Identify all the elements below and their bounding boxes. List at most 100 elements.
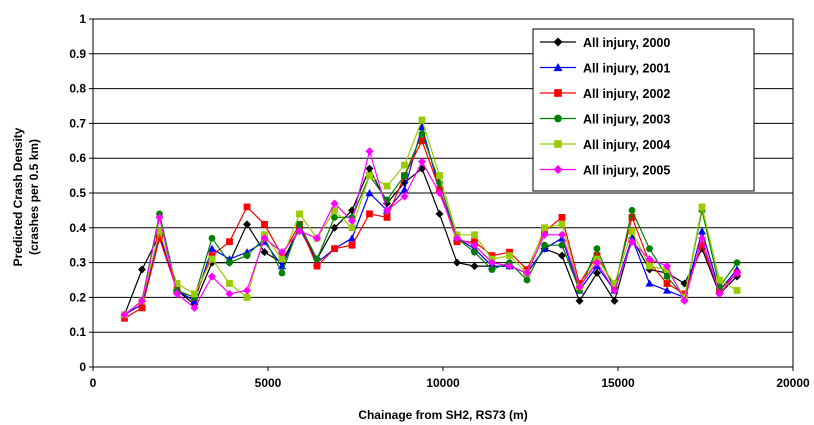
legend-item: All injury, 2004 xyxy=(540,138,670,152)
data-point xyxy=(226,280,233,287)
data-point xyxy=(296,210,303,218)
data-point xyxy=(418,137,426,145)
data-point xyxy=(645,255,654,264)
data-point xyxy=(470,241,479,250)
data-point xyxy=(331,213,338,221)
y-axis-ticks: 0 0.1 0.2 0.3 0.4 0.5 0.6 0.7 0.8 0.9 1 xyxy=(69,12,93,374)
data-point xyxy=(663,286,671,294)
data-point xyxy=(226,238,233,246)
data-point xyxy=(243,252,251,260)
data-point xyxy=(226,259,233,266)
data-point xyxy=(716,276,723,284)
data-point xyxy=(418,122,426,131)
data-point xyxy=(733,269,741,278)
data-point xyxy=(208,234,216,242)
data-point xyxy=(435,189,444,197)
data-point xyxy=(553,37,563,47)
data-point xyxy=(453,258,461,267)
y-tick-label: 0.2 xyxy=(69,290,86,304)
data-point xyxy=(366,172,373,179)
data-point xyxy=(313,255,321,263)
y-tick-label: 0.9 xyxy=(69,47,86,61)
legend-item: All injury, 2001 xyxy=(540,62,670,76)
data-point xyxy=(208,244,216,252)
x-axis-title: Chainage from SH2, RS73 (m) xyxy=(358,408,527,422)
series-line xyxy=(124,148,738,316)
data-point xyxy=(663,273,671,280)
data-point xyxy=(418,116,426,124)
data-point xyxy=(365,189,374,197)
data-point xyxy=(593,269,601,278)
data-point xyxy=(243,286,251,295)
data-point xyxy=(681,290,688,298)
data-point xyxy=(400,192,409,201)
legend-label: All injury, 2005 xyxy=(583,164,670,178)
data-point xyxy=(418,130,426,138)
x-tick-label: 0 xyxy=(90,376,97,390)
data-point xyxy=(554,89,562,97)
data-point xyxy=(523,269,531,278)
data-point xyxy=(698,227,706,235)
data-point xyxy=(523,276,531,284)
data-point xyxy=(138,296,146,305)
data-point xyxy=(156,234,163,242)
data-point xyxy=(401,161,408,169)
data-point xyxy=(348,234,356,242)
data-point xyxy=(733,259,741,266)
data-point xyxy=(295,227,304,236)
data-point xyxy=(488,266,496,273)
data-point xyxy=(554,140,562,148)
data-point xyxy=(628,227,636,235)
series-line xyxy=(124,132,738,316)
y-tick-label: 0.5 xyxy=(69,186,86,200)
data-point xyxy=(296,220,303,228)
data-point xyxy=(120,310,129,319)
data-point xyxy=(278,248,286,257)
y-tick-label: 0.1 xyxy=(69,325,86,339)
data-point xyxy=(190,303,199,312)
data-point xyxy=(488,252,496,260)
data-point xyxy=(698,234,706,243)
data-point xyxy=(208,272,216,281)
data-point xyxy=(400,185,409,193)
y-tick-label: 0.3 xyxy=(69,256,86,270)
data-point xyxy=(418,157,426,166)
data-point xyxy=(330,199,339,208)
legend-label: All injury, 2002 xyxy=(583,87,670,101)
data-point xyxy=(138,265,146,274)
data-point xyxy=(383,182,391,190)
legend-label: All injury, 2000 xyxy=(583,36,670,50)
data-point xyxy=(593,245,601,253)
x-axis-ticks: 0 5000 10000 15000 20000 xyxy=(90,367,810,390)
data-point xyxy=(173,289,181,298)
data-point xyxy=(628,207,636,214)
data-point xyxy=(558,213,566,221)
data-point xyxy=(331,245,338,253)
data-point xyxy=(208,252,216,260)
data-point xyxy=(558,251,566,260)
data-point xyxy=(365,147,374,156)
data-point xyxy=(243,294,251,301)
data-point xyxy=(593,252,601,260)
series-line xyxy=(124,118,738,316)
data-point xyxy=(646,262,653,270)
data-point xyxy=(554,114,562,123)
x-tick-label: 10000 xyxy=(426,376,460,390)
data-point xyxy=(471,231,478,239)
legend-item: All injury, 2005 xyxy=(540,164,670,178)
data-point xyxy=(540,230,549,239)
data-point xyxy=(541,241,548,249)
data-point xyxy=(191,290,198,298)
series-layer xyxy=(120,116,741,322)
data-point xyxy=(733,287,741,294)
data-point xyxy=(593,258,601,267)
x-tick-label: 20000 xyxy=(776,376,810,390)
y-tick-label: 0 xyxy=(79,360,86,374)
y-tick-label: 0.4 xyxy=(69,221,86,235)
data-point xyxy=(645,279,654,287)
data-point xyxy=(553,165,563,174)
data-point xyxy=(383,196,391,204)
data-point xyxy=(155,213,164,222)
data-point xyxy=(541,224,548,232)
